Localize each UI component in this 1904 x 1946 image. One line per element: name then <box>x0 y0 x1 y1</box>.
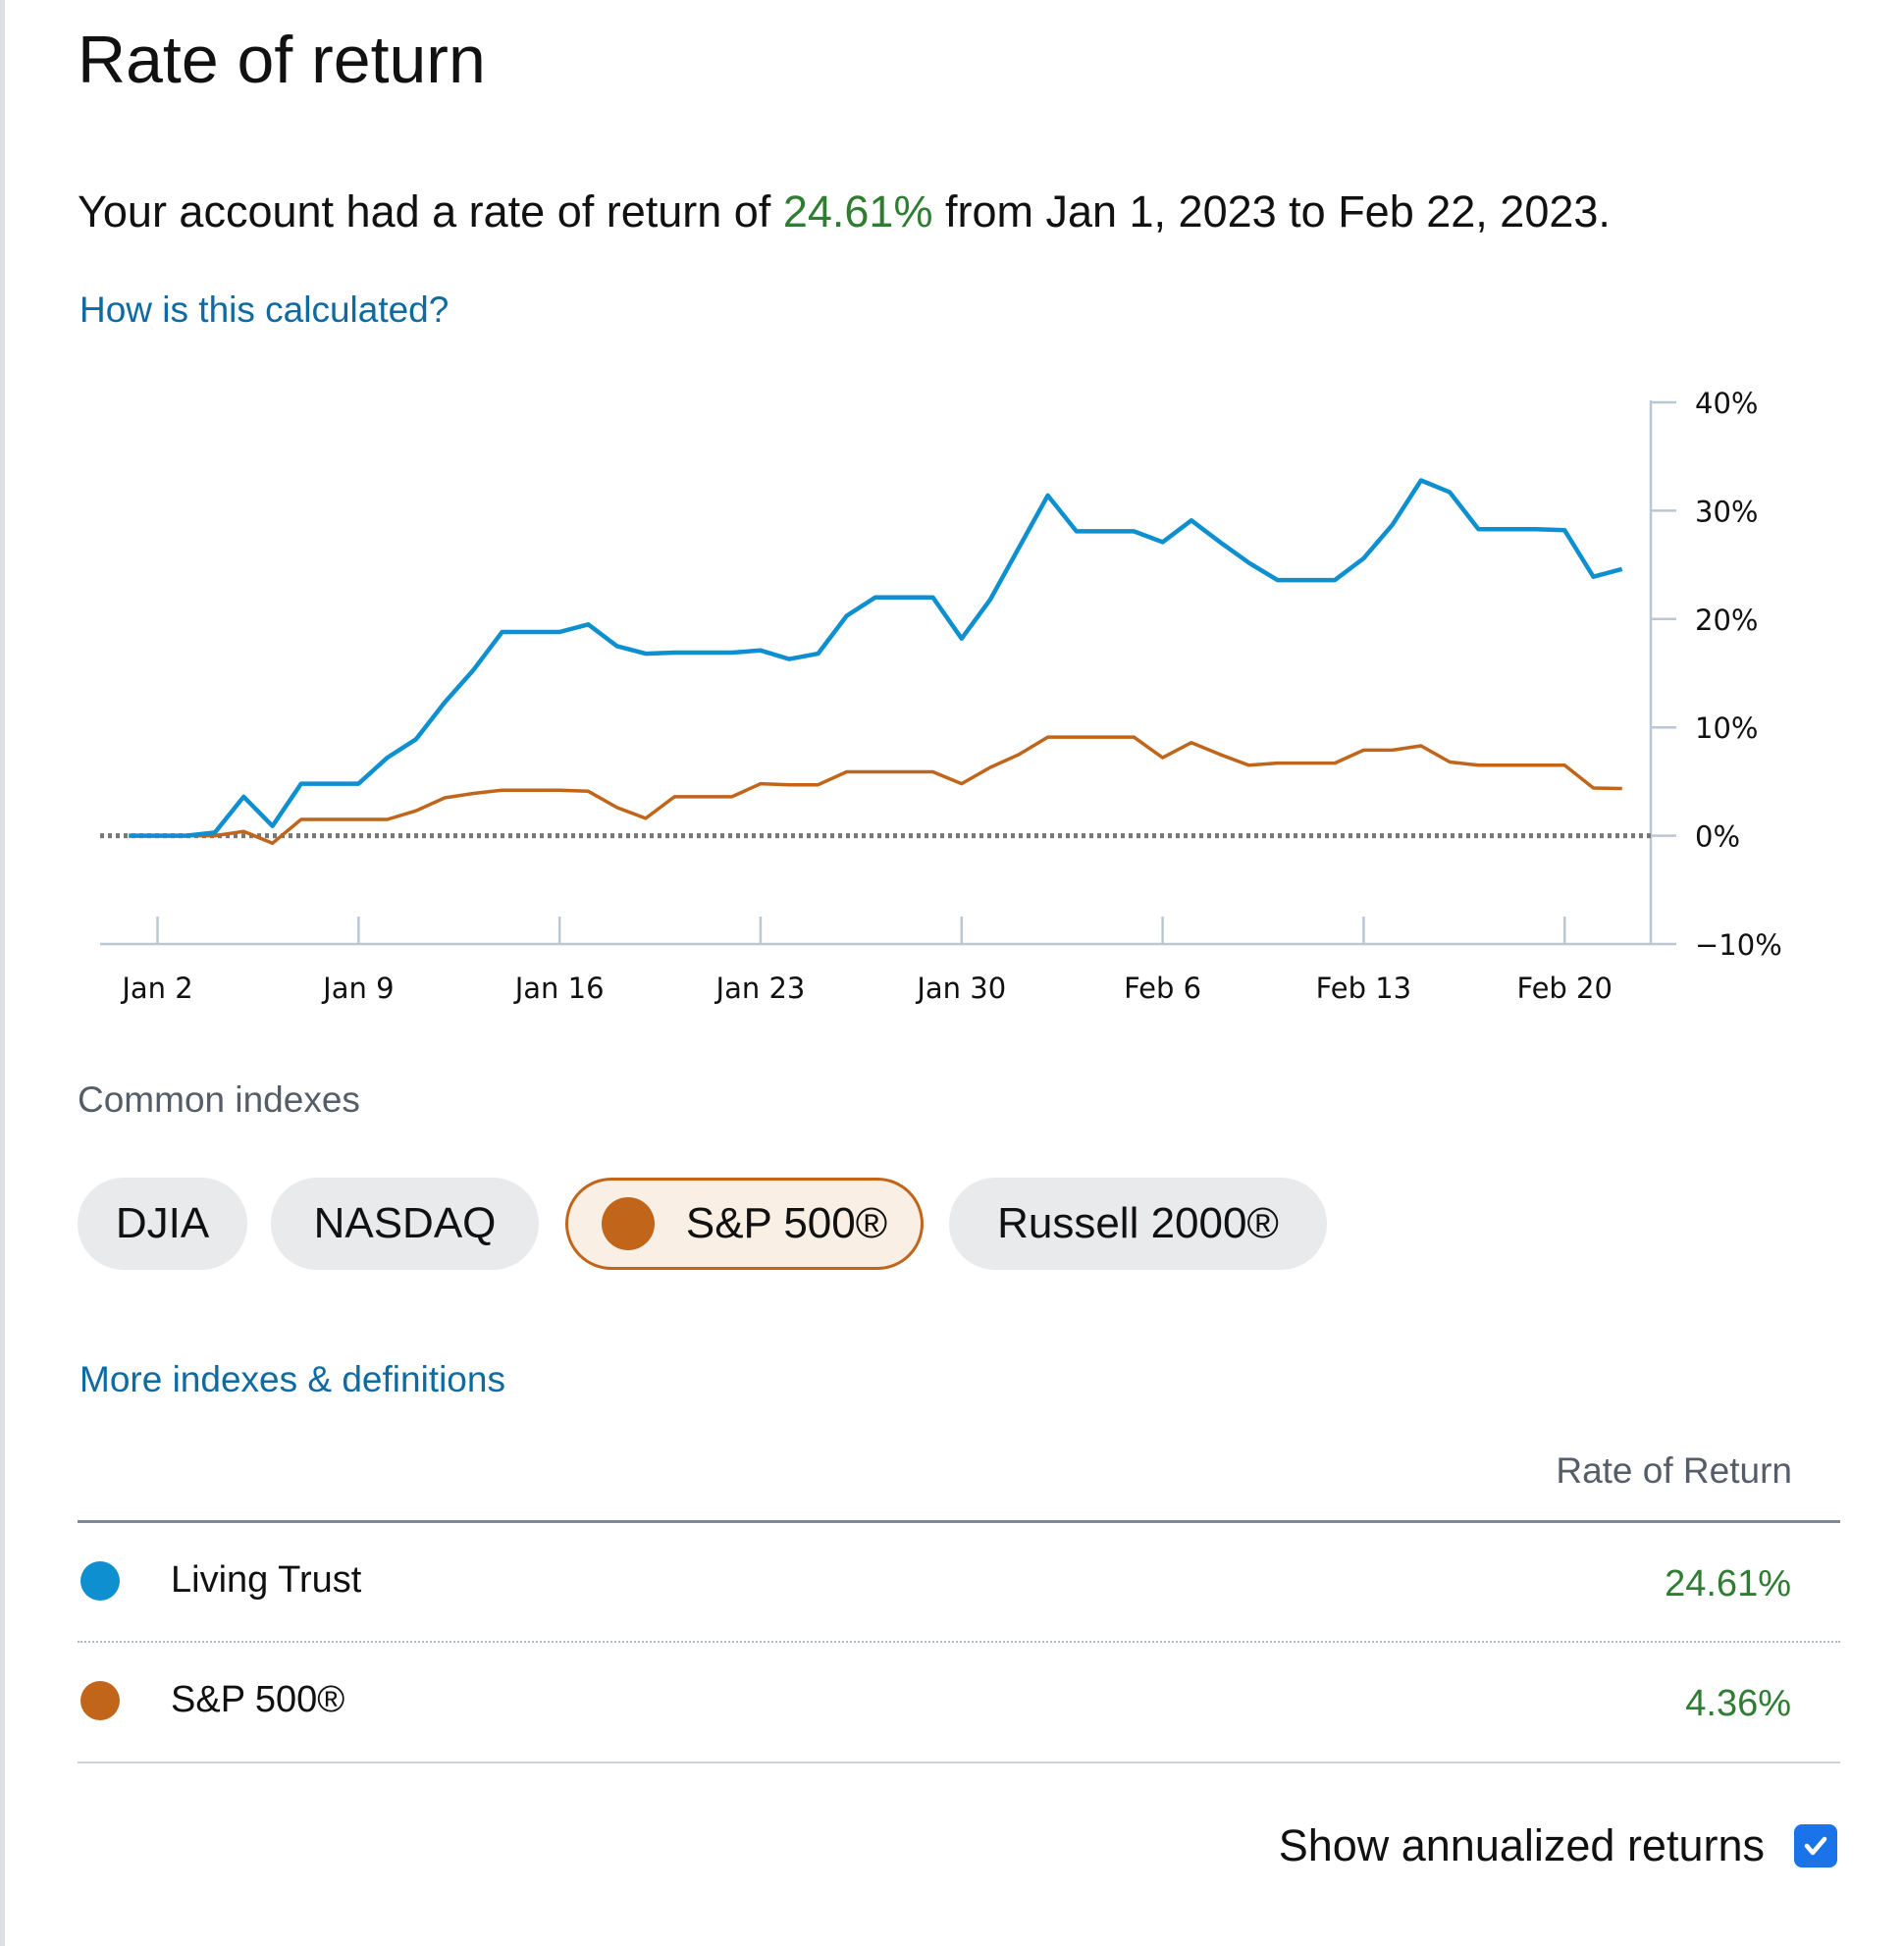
summary-rate: 24.61% <box>782 186 933 237</box>
chip-nasdaq[interactable]: NASDAQ <box>271 1178 539 1270</box>
table-bottom-rule <box>78 1762 1840 1763</box>
x-tick-label: Jan 9 <box>321 972 394 1005</box>
left-border <box>0 0 5 1946</box>
row-value: 4.36% <box>1685 1683 1791 1724</box>
row-name: Living Trust <box>171 1559 362 1601</box>
index-series-line <box>129 735 1622 846</box>
row-name: S&P 500® <box>171 1679 345 1720</box>
x-tick-label: Jan 16 <box>513 972 605 1005</box>
row-divider <box>78 1641 1840 1643</box>
chip-russell-2000[interactable]: Russell 2000® <box>949 1178 1327 1270</box>
sp500-color-dot <box>601 1197 655 1250</box>
chip-sp500[interactable]: S&P 500® <box>565 1178 924 1270</box>
annualized-checkbox[interactable] <box>1794 1824 1837 1867</box>
chip-label: Russell 2000® <box>997 1199 1279 1247</box>
checkmark-icon <box>1804 1836 1827 1856</box>
rate-of-return-chart: 40% 30% 20% 10% 0% −10% Jan 2 Jan 9 Jan 16 Jan 23… <box>100 387 1782 1005</box>
common-indexes-label: Common indexes <box>78 1079 360 1120</box>
account-legend-dot <box>80 1561 120 1601</box>
x-tick-label: Jan 2 <box>120 972 192 1005</box>
y-tick-label: 10% <box>1695 711 1758 745</box>
y-tick-label: 40% <box>1695 387 1758 420</box>
x-tick-label: Feb 20 <box>1516 972 1612 1005</box>
chip-label: DJIA <box>115 1199 210 1247</box>
table-row-account: Living Trust 24.61% <box>78 1536 1791 1624</box>
index-legend-dot <box>80 1681 120 1720</box>
x-tick-label: Jan 30 <box>915 972 1006 1005</box>
return-summary: Your account had a rate of return of 24.… <box>78 186 1611 237</box>
y-tick-label: 20% <box>1695 604 1758 637</box>
table-header-rule <box>78 1520 1840 1523</box>
x-tick-label: Feb 13 <box>1316 972 1411 1005</box>
table-row-index: S&P 500® 4.36% <box>78 1656 1791 1744</box>
more-indexes-link[interactable]: More indexes & definitions <box>79 1359 505 1399</box>
chip-label: NASDAQ <box>313 1199 497 1247</box>
row-value: 24.61% <box>1665 1563 1791 1604</box>
how-calculated-link[interactable]: How is this calculated? <box>79 289 450 330</box>
chip-label: S&P 500® <box>685 1199 888 1247</box>
y-tick-label: −10% <box>1695 928 1782 962</box>
chip-djia[interactable]: DJIA <box>78 1178 247 1270</box>
rate-of-return-column-header: Rate of Return <box>1556 1450 1792 1491</box>
annualized-toggle: Show annualized returns <box>1279 1820 1837 1871</box>
annualized-label: Show annualized returns <box>1278 1820 1765 1870</box>
page-title: Rate of return <box>78 23 486 97</box>
y-tick-label: 30% <box>1695 495 1758 528</box>
y-tick-label: 0% <box>1695 820 1740 854</box>
x-tick-label: Jan 23 <box>714 972 806 1005</box>
account-series-line <box>129 478 1623 838</box>
x-tick-label: Feb 6 <box>1124 972 1201 1005</box>
summary-suffix: from Jan 1, 2023 to Feb 22, 2023. <box>932 186 1611 237</box>
summary-prefix: Your account had a rate of return of <box>78 186 783 237</box>
